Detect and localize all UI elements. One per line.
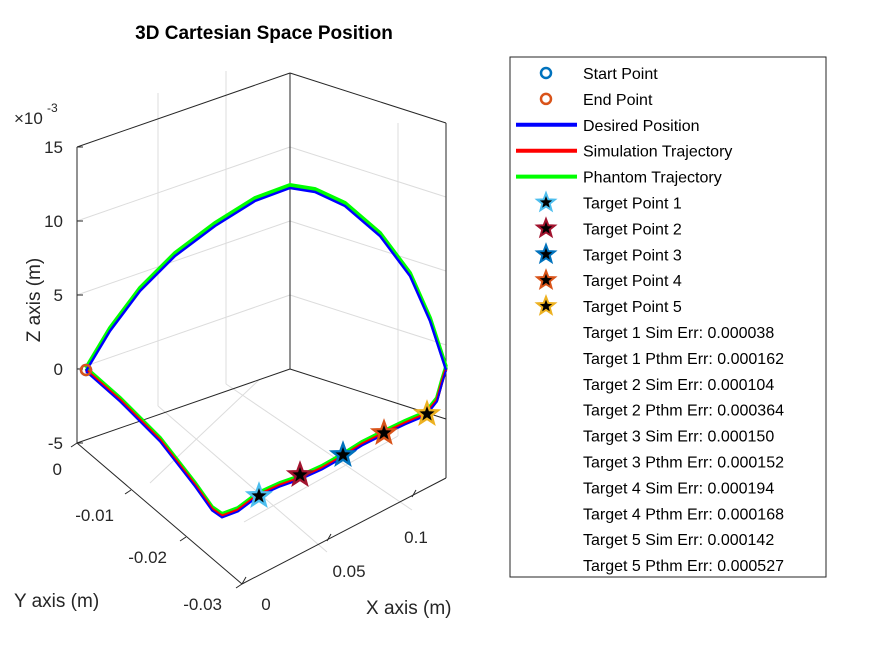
legend-label: Target Point 5 (583, 299, 682, 316)
legend-label: End Point (583, 92, 653, 109)
desired-position-upper (84, 186, 448, 372)
legend-label: Target Point 1 (583, 196, 682, 213)
legend-label: Target 3 Sim Err: 0.000150 (583, 429, 774, 446)
x-tick-labels: 0 0.05 0.1 (261, 528, 428, 614)
legend-star-core (539, 247, 553, 260)
z-tick-label: -5 (48, 434, 63, 453)
y-tick-label: -0.01 (75, 506, 114, 525)
z-tick-label: 5 (54, 286, 63, 305)
grid (76, 71, 447, 553)
legend: Start Point End Point Desired Position Simu… (509, 56, 827, 578)
y-tick-label: 0 (53, 460, 62, 479)
legend-label: Desired Position (583, 118, 700, 135)
legend-label: Target 3 Pthm Err: 0.000152 (583, 455, 784, 472)
legend-star-core (539, 196, 553, 208)
legend-end-marker (539, 92, 553, 106)
legend-label: Start Point (583, 66, 658, 83)
chart-title: 3D Cartesian Space Position (135, 23, 393, 44)
legend-label: Target Point 4 (583, 273, 682, 290)
legend-label: Target 1 Sim Err: 0.000038 (583, 325, 774, 342)
legend-label: Target 4 Sim Err: 0.000194 (583, 480, 774, 497)
legend-box (509, 56, 827, 578)
target-point-core (419, 406, 435, 421)
legend-label: Target Point 2 (583, 221, 682, 238)
z-axis-label: Z axis (m) (24, 258, 45, 342)
target-point-core (335, 447, 351, 462)
end-point-marker (79, 363, 93, 377)
legend-label: Target 2 Pthm Err: 0.000364 (583, 403, 784, 420)
legend-star-core (539, 221, 553, 234)
y-axis-label: Y axis (m) (14, 591, 99, 612)
x-tick-label: 0.05 (332, 562, 365, 581)
legend-label: Target 5 Pthm Err: 0.000527 (583, 558, 784, 575)
legend-start-marker (539, 66, 553, 80)
x-axis-label: X axis (m) (366, 598, 452, 619)
x-tick-label: 0.1 (404, 528, 428, 547)
legend-label: Simulation Trajectory (583, 144, 732, 161)
z-tick-label: 15 (44, 138, 63, 157)
z-tick-label: 10 (44, 212, 63, 231)
legend-label: Target 2 Sim Err: 0.000104 (583, 377, 774, 394)
target-point-core (292, 467, 308, 482)
target-point-core (251, 488, 267, 503)
z-tick-labels: 15 10 5 0 -5 (44, 138, 63, 453)
legend-star-core (539, 299, 553, 312)
legend-label: Target 4 Pthm Err: 0.000168 (583, 506, 784, 523)
svg-text:×10: ×10 (14, 109, 43, 128)
y-tick-label: -0.03 (183, 595, 222, 614)
legend-star-core (539, 273, 553, 286)
legend-label: Target 1 Pthm Err: 0.000162 (583, 351, 784, 368)
z-tick-label: 0 (54, 360, 63, 379)
phantom-trajectory-upper (84, 182, 448, 370)
y-tick-labels: 0 -0.01 -0.02 -0.03 (53, 460, 222, 614)
legend-label: Phantom Trajectory (583, 170, 722, 187)
z-exponent-value: -3 (47, 101, 58, 115)
z-exponent: ×10 -3 (14, 101, 58, 128)
trajectories (79, 182, 448, 519)
x-tick-label: 0 (261, 595, 270, 614)
y-tick-label: -0.02 (128, 548, 167, 567)
target-point-core (376, 425, 392, 440)
legend-label: Target 5 Sim Err: 0.000142 (583, 532, 774, 549)
legend-label: Target Point 3 (583, 247, 682, 264)
